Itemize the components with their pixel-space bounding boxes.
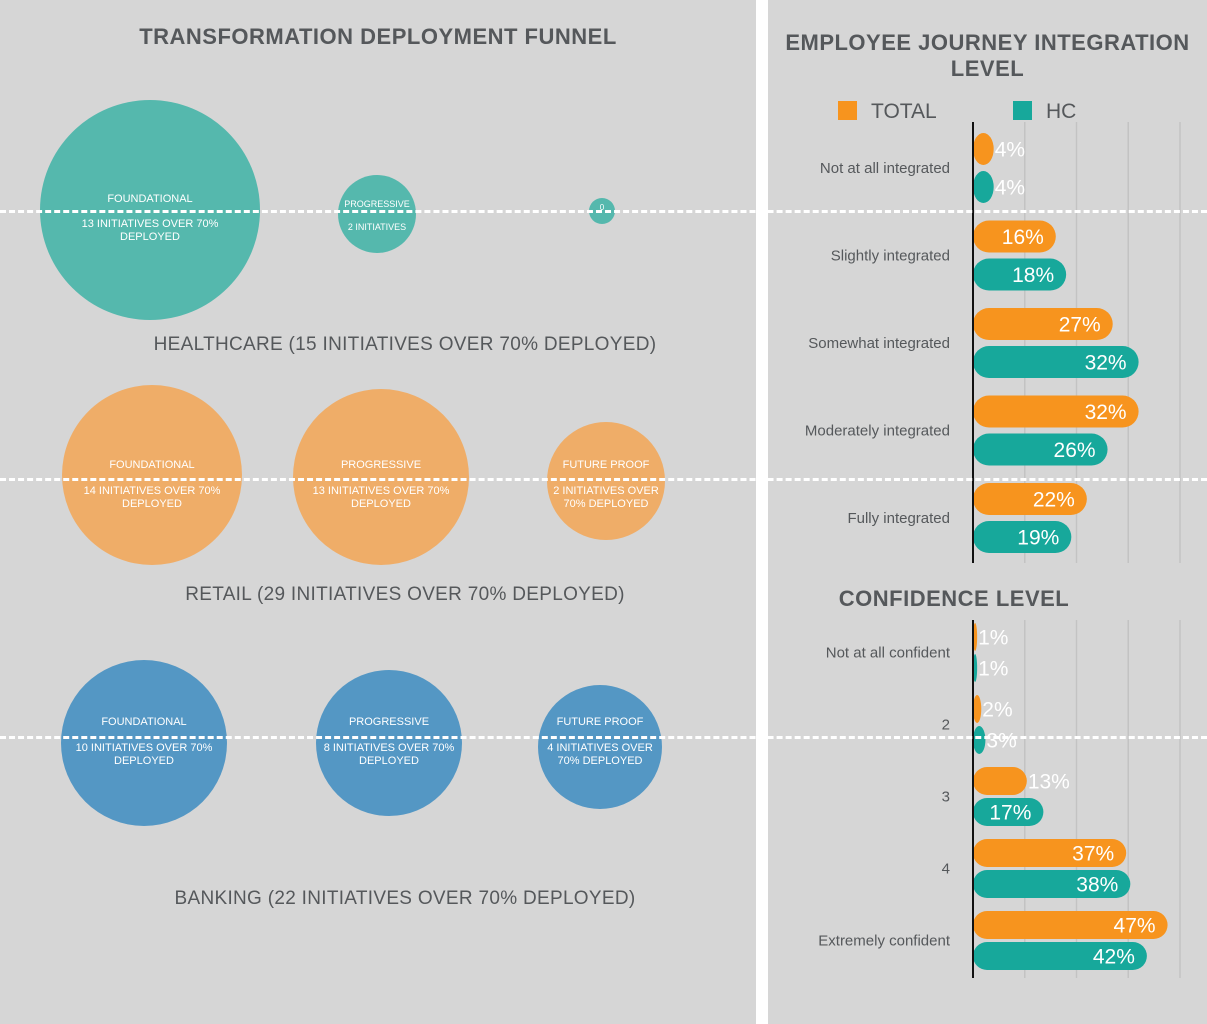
bubble-stage: FOUNDATIONAL bbox=[107, 193, 193, 205]
category-label: Extremely confident bbox=[818, 933, 951, 950]
survey-panel: EMPLOYEE JOURNEY INTEGRATION LEVEL TOTAL… bbox=[768, 0, 1207, 1024]
banking-future-proof-bubble: FUTURE PROOF 4 INITIATIVES OVER 70% DEPL… bbox=[538, 685, 662, 809]
bar-hc bbox=[973, 258, 1067, 291]
legend-hc: HC bbox=[1013, 100, 1076, 124]
healthcare-label: HEALTHCARE (15 INITIATIVES OVER 70% DEPL… bbox=[153, 334, 657, 355]
bar-total bbox=[973, 695, 982, 723]
bar-total bbox=[973, 483, 1087, 515]
bar-hc bbox=[973, 654, 978, 682]
bar-hc bbox=[973, 521, 1072, 553]
funnel-panel: TRANSFORMATION DEPLOYMENT FUNNEL FOUNDAT… bbox=[0, 0, 756, 1024]
retail-label: RETAIL (29 INITIATIVES OVER 70% DEPLOYED… bbox=[185, 584, 625, 605]
bubble-stage: FUTURE PROOF bbox=[556, 716, 644, 728]
bar-value-label: 26% bbox=[1054, 439, 1096, 462]
banking-label: BANKING (22 INITIATIVES OVER 70% DEPLOYE… bbox=[174, 888, 636, 909]
category-label: Fully integrated bbox=[847, 510, 950, 527]
retail-progressive-bubble: PROGRESSIVE 13 INITIATIVES OVER 70% DEPL… bbox=[293, 389, 469, 565]
bar-value-label: 16% bbox=[1002, 226, 1044, 249]
bar-value-label: 18% bbox=[1012, 264, 1054, 287]
bubble-stage: FUTURE PROOF bbox=[562, 459, 650, 471]
bar-value-label: 1% bbox=[978, 627, 1008, 650]
bar-value-label: 4% bbox=[995, 139, 1025, 162]
bubble-detail: 2 INITIATIVES OVER 70% DEPLOYED bbox=[553, 485, 659, 510]
bar-value-label: 3% bbox=[986, 730, 1016, 753]
bar-hc bbox=[973, 942, 1147, 970]
confidence-bar-chart: Not at all confident 1% 1% 2 2% 3% 3 13% 17% 4 37%… bbox=[818, 620, 1181, 978]
funnel-title: TRANSFORMATION DEPLOYMENT FUNNEL bbox=[139, 24, 617, 49]
bubble-stage: FOUNDATIONAL bbox=[101, 716, 187, 728]
category-label: 4 bbox=[942, 861, 950, 878]
bar-hc bbox=[973, 726, 986, 754]
bar-hc bbox=[973, 870, 1131, 898]
category-label: Not at all integrated bbox=[820, 160, 950, 177]
journey-chart-title: EMPLOYEE JOURNEY INTEGRATION LEVEL bbox=[785, 30, 1190, 81]
healthcare-foundational-bubble: FOUNDATIONAL 13 INITIATIVES OVER 70% DEP… bbox=[40, 100, 260, 320]
bar-hc bbox=[973, 798, 1044, 826]
bar-total bbox=[973, 767, 1027, 795]
bubble-stage: FOUNDATIONAL bbox=[109, 459, 195, 471]
retail-future-proof-bubble: FUTURE PROOF 2 INITIATIVES OVER 70% DEPL… bbox=[547, 422, 665, 540]
bubble-stage: PROGRESSIVE bbox=[348, 716, 430, 728]
journey-bar-chart: Not at all integrated 4% 4% Slightly integr… bbox=[805, 122, 1181, 563]
bar-value-label: 19% bbox=[1017, 527, 1059, 550]
healthcare-progressive-bubble: PROGRESSIVE 2 INITIATIVES bbox=[338, 175, 416, 253]
banking-foundational-bubble: FOUNDATIONAL 10 INITIATIVES OVER 70% DEP… bbox=[61, 660, 227, 826]
bubble-detail: 13 INITIATIVES OVER 70% DEPLOYED bbox=[312, 485, 450, 510]
legend-hc-swatch bbox=[1013, 101, 1032, 120]
legend-total-label: TOTAL bbox=[871, 100, 937, 123]
category-label: 3 bbox=[942, 789, 950, 806]
category-label: 2 bbox=[942, 717, 950, 734]
bar-value-label: 27% bbox=[1059, 314, 1101, 337]
category-label: Moderately integrated bbox=[805, 423, 950, 440]
bar-value-label: 32% bbox=[1085, 401, 1127, 424]
bar-value-label: 22% bbox=[1033, 489, 1075, 512]
bar-hc bbox=[973, 346, 1139, 378]
bar-total bbox=[973, 839, 1127, 867]
category-label: Somewhat integrated bbox=[808, 335, 950, 352]
healthcare-future-proof-bubble: 0 bbox=[589, 198, 615, 224]
bar-total bbox=[973, 911, 1168, 939]
bar-value-label: 38% bbox=[1076, 874, 1118, 897]
category-label: Slightly integrated bbox=[831, 248, 950, 265]
bubble-detail: 14 INITIATIVES OVER 70% DEPLOYED bbox=[83, 485, 221, 510]
bar-total bbox=[973, 395, 1139, 428]
legend-hc-label: HC bbox=[1046, 100, 1077, 123]
bar-value-label: 17% bbox=[989, 802, 1031, 825]
category-label: Not at all confident bbox=[826, 645, 951, 662]
bar-value-label: 2% bbox=[982, 699, 1012, 722]
legend-total: TOTAL bbox=[838, 100, 937, 124]
bar-total bbox=[973, 220, 1056, 253]
bubble-detail: 13 INITIATIVES OVER 70% DEPLOYED bbox=[81, 218, 219, 243]
retail-foundational-bubble: FOUNDATIONAL 14 INITIATIVES OVER 70% DEP… bbox=[62, 385, 242, 565]
bubble-detail: 8 INITIATIVES OVER 70% DEPLOYED bbox=[323, 742, 455, 767]
bubble-stage: PROGRESSIVE bbox=[340, 459, 422, 471]
bar-total bbox=[973, 308, 1113, 340]
bar-hc bbox=[973, 171, 994, 203]
banking-progressive-bubble: PROGRESSIVE 8 INITIATIVES OVER 70% DEPLO… bbox=[316, 670, 462, 816]
legend-total-swatch bbox=[838, 101, 857, 120]
bubble-detail: 2 INITIATIVES bbox=[347, 222, 407, 232]
bar-hc bbox=[973, 433, 1108, 466]
bubble-stage: PROGRESSIVE bbox=[344, 199, 410, 209]
bar-value-label: 42% bbox=[1093, 946, 1135, 969]
bar-total bbox=[973, 623, 978, 651]
bubble-detail: 4 INITIATIVES OVER 70% DEPLOYED bbox=[547, 742, 653, 767]
bar-value-label: 47% bbox=[1114, 915, 1156, 938]
bar-value-label: 32% bbox=[1085, 352, 1127, 375]
bar-value-label: 4% bbox=[995, 177, 1025, 200]
bubble-detail: 0 bbox=[599, 203, 605, 212]
confidence-chart-title: CONFIDENCE LEVEL bbox=[838, 586, 1070, 611]
bar-value-label: 1% bbox=[978, 658, 1008, 681]
bar-value-label: 37% bbox=[1072, 843, 1114, 866]
bar-value-label: 13% bbox=[1028, 771, 1070, 794]
bar-total bbox=[973, 133, 994, 165]
bubble-detail: 10 INITIATIVES OVER 70% DEPLOYED bbox=[75, 742, 213, 767]
